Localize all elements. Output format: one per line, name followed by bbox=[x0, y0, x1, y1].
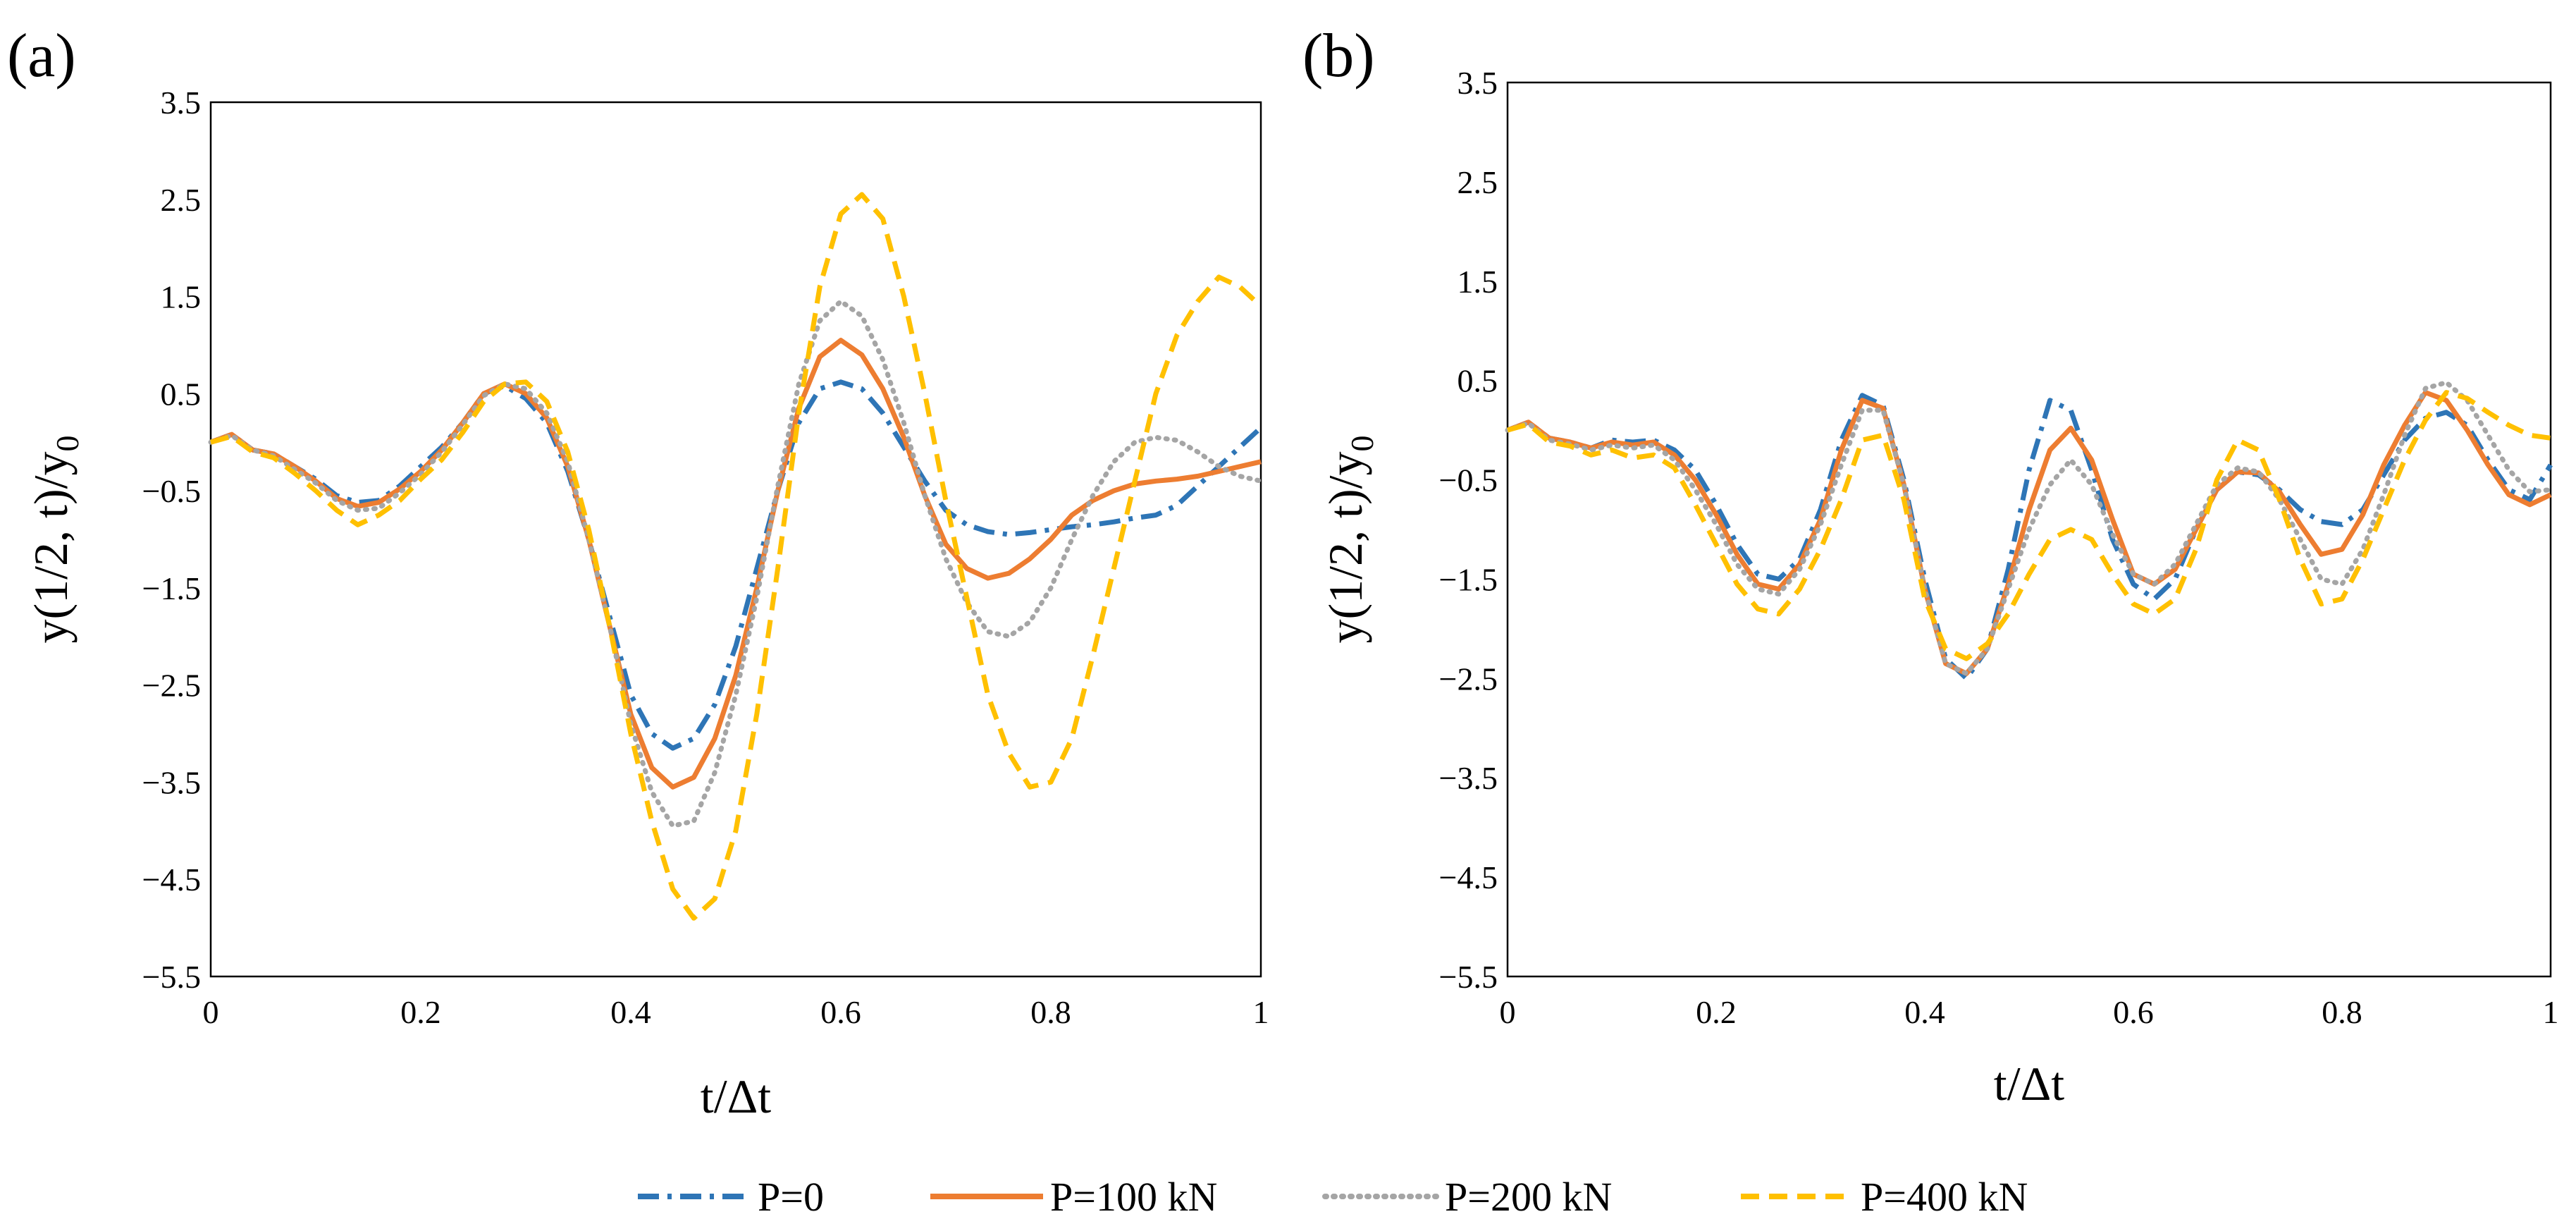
panel-a-y-tick-label: −0.5 bbox=[142, 473, 201, 509]
panel-b-y-axis-title-subscript: 0 bbox=[1344, 436, 1380, 452]
panel-a-x-tick-label: 0 bbox=[203, 994, 219, 1030]
panel-b: (b) 3.5 2.5 1.5 0.5 −0.5 −1.5 −2.5 −3.5 −4.5 −5.5… bbox=[1302, 22, 2559, 1110]
panel-b-x-tick-label: 1 bbox=[2543, 994, 2559, 1030]
panel-a-series-group bbox=[208, 192, 1264, 921]
panel-b-y-tick-label: −2.5 bbox=[1439, 661, 1498, 697]
panel-a: (a) 3.5 2.5 1.5 0.5 −0.5 −1.5 −2.5 −3.5 −4.5 −5.5… bbox=[7, 22, 1269, 1123]
panel-b-y-tick-label: 2.5 bbox=[1458, 164, 1498, 200]
panel-b-y-tick-label: 0.5 bbox=[1458, 363, 1498, 399]
panel-a-series-p200 bbox=[208, 298, 1264, 828]
panel-b-x-axis-title: t/Δt bbox=[1994, 1057, 2065, 1110]
panel-b-x-tick-label: 0.2 bbox=[1696, 994, 1737, 1030]
panel-b-x-axis: 0 0.2 0.4 0.6 0.8 1 bbox=[1500, 994, 2559, 1030]
panel-b-plot-frame bbox=[1506, 81, 2552, 978]
legend-label-p200: P=200 kN bbox=[1445, 1174, 1612, 1220]
panel-a-y-tick-label: −5.5 bbox=[142, 959, 201, 995]
panel-b-x-tick-label: 0 bbox=[1500, 994, 1516, 1030]
panel-a-y-tick-label: −4.5 bbox=[142, 862, 201, 898]
panel-a-x-tick-label: 0.4 bbox=[610, 994, 651, 1030]
panel-a-y-tick-label: 3.5 bbox=[161, 85, 202, 121]
panel-b-y-tick-label: −5.5 bbox=[1439, 959, 1498, 995]
panel-b-label: (b) bbox=[1302, 22, 1375, 90]
panel-b-series-p400 bbox=[1507, 390, 2551, 661]
panel-a-x-tick-label: 0.2 bbox=[400, 994, 441, 1030]
panel-a-x-tick-label: 0.6 bbox=[820, 994, 861, 1030]
panel-b-x-tick-label: 0.4 bbox=[1904, 994, 1945, 1030]
panel-a-x-tick-label: 1 bbox=[1253, 994, 1269, 1030]
panel-a-x-tick-label: 0.8 bbox=[1030, 994, 1071, 1030]
panel-b-y-tick-label: −3.5 bbox=[1439, 760, 1498, 796]
panel-a-y-tick-label: −2.5 bbox=[142, 668, 201, 704]
panel-b-y-tick-label: −0.5 bbox=[1439, 463, 1498, 498]
panel-a-x-axis: 0 0.2 0.4 0.6 0.8 1 bbox=[203, 994, 1269, 1030]
panel-b-series-p200 bbox=[1505, 380, 2553, 676]
panel-a-y-axis-title-main: y(1/2, t)/y bbox=[24, 452, 78, 644]
panel-b-y-axis-title-main: y(1/2, t)/y bbox=[1319, 452, 1372, 644]
panel-b-y-axis-title: y(1/2, t)/y0 bbox=[1319, 436, 1380, 644]
panel-b-y-tick-label: −4.5 bbox=[1439, 859, 1498, 895]
panel-b-y-tick-label: 3.5 bbox=[1458, 65, 1498, 101]
panel-a-y-tick-label: −3.5 bbox=[142, 764, 201, 800]
panel-b-x-tick-label: 0.6 bbox=[2113, 994, 2154, 1030]
panel-a-series-p0 bbox=[209, 379, 1263, 751]
panel-a-series-p100 bbox=[209, 338, 1262, 790]
legend: P=0 P=100 kN P=200 kN P=400 kN bbox=[638, 1174, 2028, 1220]
legend-label-p400: P=400 kN bbox=[1861, 1174, 2028, 1220]
panel-a-x-axis-title: t/Δt bbox=[701, 1070, 772, 1123]
panel-b-series-p100 bbox=[1506, 390, 2552, 676]
legend-label-p0: P=0 bbox=[758, 1174, 824, 1220]
panel-a-y-axis-title-subscript: 0 bbox=[49, 436, 85, 452]
panel-a-label: (a) bbox=[7, 22, 76, 90]
panel-a-y-axis-title: y(1/2, t)/y0 bbox=[24, 436, 85, 644]
legend-label-p100: P=100 kN bbox=[1050, 1174, 1217, 1220]
panel-a-y-axis: 3.5 2.5 1.5 0.5 −0.5 −1.5 −2.5 −3.5 −4.5 −5.5 bbox=[142, 85, 201, 995]
panel-b-y-axis: 3.5 2.5 1.5 0.5 −0.5 −1.5 −2.5 −3.5 −4.5 −5.5 bbox=[1439, 65, 1498, 995]
panel-a-y-tick-label: −1.5 bbox=[142, 570, 201, 606]
panel-b-series-group bbox=[1505, 380, 2553, 681]
panel-a-y-tick-label: 0.5 bbox=[161, 376, 202, 412]
panel-a-y-tick-label: 1.5 bbox=[161, 279, 202, 315]
panel-a-plot-frame bbox=[209, 101, 1262, 978]
panel-b-y-tick-label: −1.5 bbox=[1439, 561, 1498, 597]
panel-a-series-p400 bbox=[210, 192, 1263, 921]
panel-b-y-tick-label: 1.5 bbox=[1458, 264, 1498, 300]
panel-a-y-tick-label: 2.5 bbox=[161, 182, 202, 218]
panel-b-x-tick-label: 0.8 bbox=[2322, 994, 2362, 1030]
